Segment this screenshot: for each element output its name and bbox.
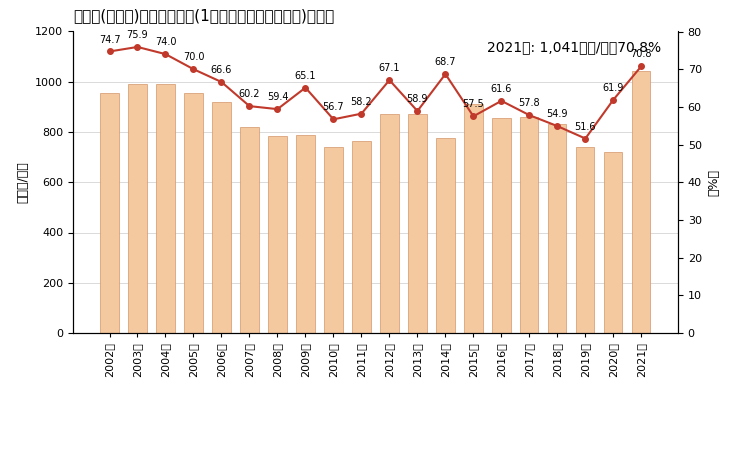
Bar (297, 135, 314, 333)
Text: 70.8: 70.8 (631, 49, 652, 59)
Bar (128, 84, 147, 333)
Bar (381, 114, 399, 333)
Bar (268, 136, 286, 333)
Bar (577, 147, 594, 333)
Bar (352, 141, 370, 333)
Bar (492, 118, 510, 333)
Bar (408, 114, 426, 333)
Text: 60.2: 60.2 (238, 89, 260, 99)
Bar (184, 93, 203, 333)
Text: 67.1: 67.1 (378, 63, 400, 73)
Text: 2021年: 1,041万円/人，70.8%: 2021年: 1,041万円/人，70.8% (488, 40, 661, 54)
Bar (241, 127, 259, 333)
Text: 51.6: 51.6 (574, 122, 596, 131)
Y-axis label: ［万円/人］: ［万円/人］ (17, 162, 29, 203)
Text: 59.4: 59.4 (267, 92, 288, 102)
Text: 75.9: 75.9 (127, 30, 148, 40)
Bar (101, 93, 119, 333)
Text: 61.6: 61.6 (491, 84, 512, 94)
Y-axis label: ［%］: ［%］ (707, 169, 720, 196)
Bar (464, 104, 483, 333)
Text: 66.6: 66.6 (211, 65, 232, 75)
Text: 61.9: 61.9 (603, 83, 624, 93)
Bar (437, 138, 454, 333)
Text: 58.9: 58.9 (407, 94, 428, 104)
Text: 74.0: 74.0 (155, 37, 176, 47)
Text: 68.7: 68.7 (434, 57, 456, 67)
Text: 54.9: 54.9 (547, 109, 568, 119)
Bar (324, 147, 343, 333)
Bar (632, 72, 650, 333)
Bar (548, 125, 566, 333)
Bar (521, 117, 539, 333)
Text: 56.7: 56.7 (323, 102, 344, 112)
Text: 57.5: 57.5 (462, 99, 484, 109)
Bar (157, 84, 174, 333)
Text: 65.1: 65.1 (295, 71, 316, 81)
Text: 57.8: 57.8 (518, 98, 540, 108)
Text: 70.0: 70.0 (183, 52, 204, 62)
Text: 58.2: 58.2 (351, 97, 373, 107)
Text: 稲城市(東京都)の労働生産性(1人当たり粗付加価値額)の推移: 稲城市(東京都)の労働生産性(1人当たり粗付加価値額)の推移 (73, 9, 334, 23)
Text: 74.7: 74.7 (98, 35, 120, 45)
Bar (604, 152, 623, 333)
Bar (212, 102, 230, 333)
